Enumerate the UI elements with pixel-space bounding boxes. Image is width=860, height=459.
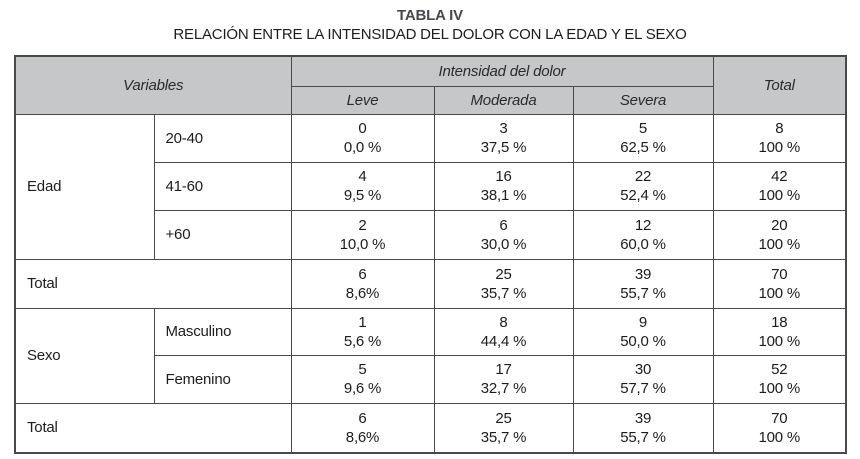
cell-edad2-leve: 4 9,5 % <box>290 161 435 211</box>
cell-edad1-severa: 5 62,5 % <box>572 113 714 163</box>
header-leve: Leve <box>290 85 435 115</box>
cell-masc-leve: 1 5,6 % <box>290 307 435 356</box>
header-variables: Variables <box>14 55 292 115</box>
table-row-edad-20-40: Edad 20-40 0 0,0 % 3 37,5 % 5 62,5 % 8 100 % <box>14 113 847 260</box>
cell-masc-moderada: 8 44,4 % <box>433 307 574 356</box>
header-total: Total <box>712 55 847 115</box>
data-table: Variables Intensidad del dolor Total Lev… <box>14 55 848 454</box>
cell-edad2-moderada: 16 38,1 % <box>433 161 574 211</box>
cell-totaledad-total: 70 100 % <box>712 258 847 309</box>
cell-totaledad-moderada: 25 35,7 % <box>433 258 574 309</box>
section-label-sexo: Sexo <box>14 307 155 404</box>
cell-totalsexo-total: 70 100 % <box>712 402 847 454</box>
header-severa: Severa <box>572 85 714 115</box>
table-row-total-edad: Total 6 8,6% 25 35,7 % 39 55,7 % 70 100 % <box>14 258 847 309</box>
row-label-masculino: Masculino <box>153 307 292 356</box>
row-label-femenino: Femenino <box>153 354 292 404</box>
cell-fem-total: 52 100 % <box>712 354 847 404</box>
cell-totaledad-leve: 6 8,6% <box>290 258 435 309</box>
cell-totalsexo-severa: 39 55,7 % <box>572 402 714 454</box>
cell-edad3-total: 20 100 % <box>712 209 847 260</box>
cell-edad3-leve: 2 10,0 % <box>290 209 435 260</box>
header-group-intensidad: Intensidad del dolor <box>290 55 714 87</box>
cell-masc-total: 18 100 % <box>712 307 847 356</box>
cell-edad3-severa: 12 60,0 % <box>572 209 714 260</box>
row-label-plus60: +60 <box>153 209 292 260</box>
cell-fem-leve: 5 9,6 % <box>290 354 435 404</box>
cell-totalsexo-leve: 6 8,6% <box>290 402 435 454</box>
page-title: TABLA IV <box>397 7 463 24</box>
cell-edad3-moderada: 6 30,0 % <box>433 209 574 260</box>
cell-edad2-severa: 22 52,4 % <box>572 161 714 211</box>
header-row-1: Variables Intensidad del dolor Total <box>14 55 847 115</box>
cell-edad1-moderada: 3 37,5 % <box>433 113 574 163</box>
table-row-sexo-masculino: Sexo Masculino 1 5,6 % 8 44,4 % 9 50,0 % 18… <box>14 307 847 404</box>
cell-edad1-leve: 0 0,0 % <box>290 113 435 163</box>
row-label-20-40: 20-40 <box>153 113 292 163</box>
cell-totalsexo-moderada: 25 35,7 % <box>433 402 574 454</box>
cell-edad1-total: 8 100 % <box>712 113 847 163</box>
section-label-edad: Edad <box>14 113 155 260</box>
cell-edad2-total: 42 100 % <box>712 161 847 211</box>
header-row-2: Leve Moderada Severa <box>15 85 846 115</box>
table-row-edad-41-60: 41-60 4 9,5 % 16 38,1 % 22 52,4 % 42 100 % <box>15 161 847 211</box>
cell-masc-severa: 9 50,0 % <box>572 307 714 356</box>
cell-fem-moderada: 17 32,7 % <box>433 354 574 404</box>
total-label-sexo: Total <box>14 402 292 454</box>
table-caption: TABLA IV RELACIÓN ENTRE LA INTENSIDAD DE… <box>0 0 860 44</box>
row-label-41-60: 41-60 <box>153 161 292 211</box>
cell-fem-severa: 30 57,7 % <box>572 354 714 404</box>
total-label-edad: Total <box>14 258 292 309</box>
table-row-total-sexo: Total 6 8,6% 25 35,7 % 39 55,7 % 70 100 % <box>14 402 847 454</box>
page-subtitle: RELACIÓN ENTRE LA INTENSIDAD DEL DOLOR C… <box>173 26 687 43</box>
header-moderada: Moderada <box>433 85 574 115</box>
cell-totaledad-severa: 39 55,7 % <box>572 258 714 309</box>
